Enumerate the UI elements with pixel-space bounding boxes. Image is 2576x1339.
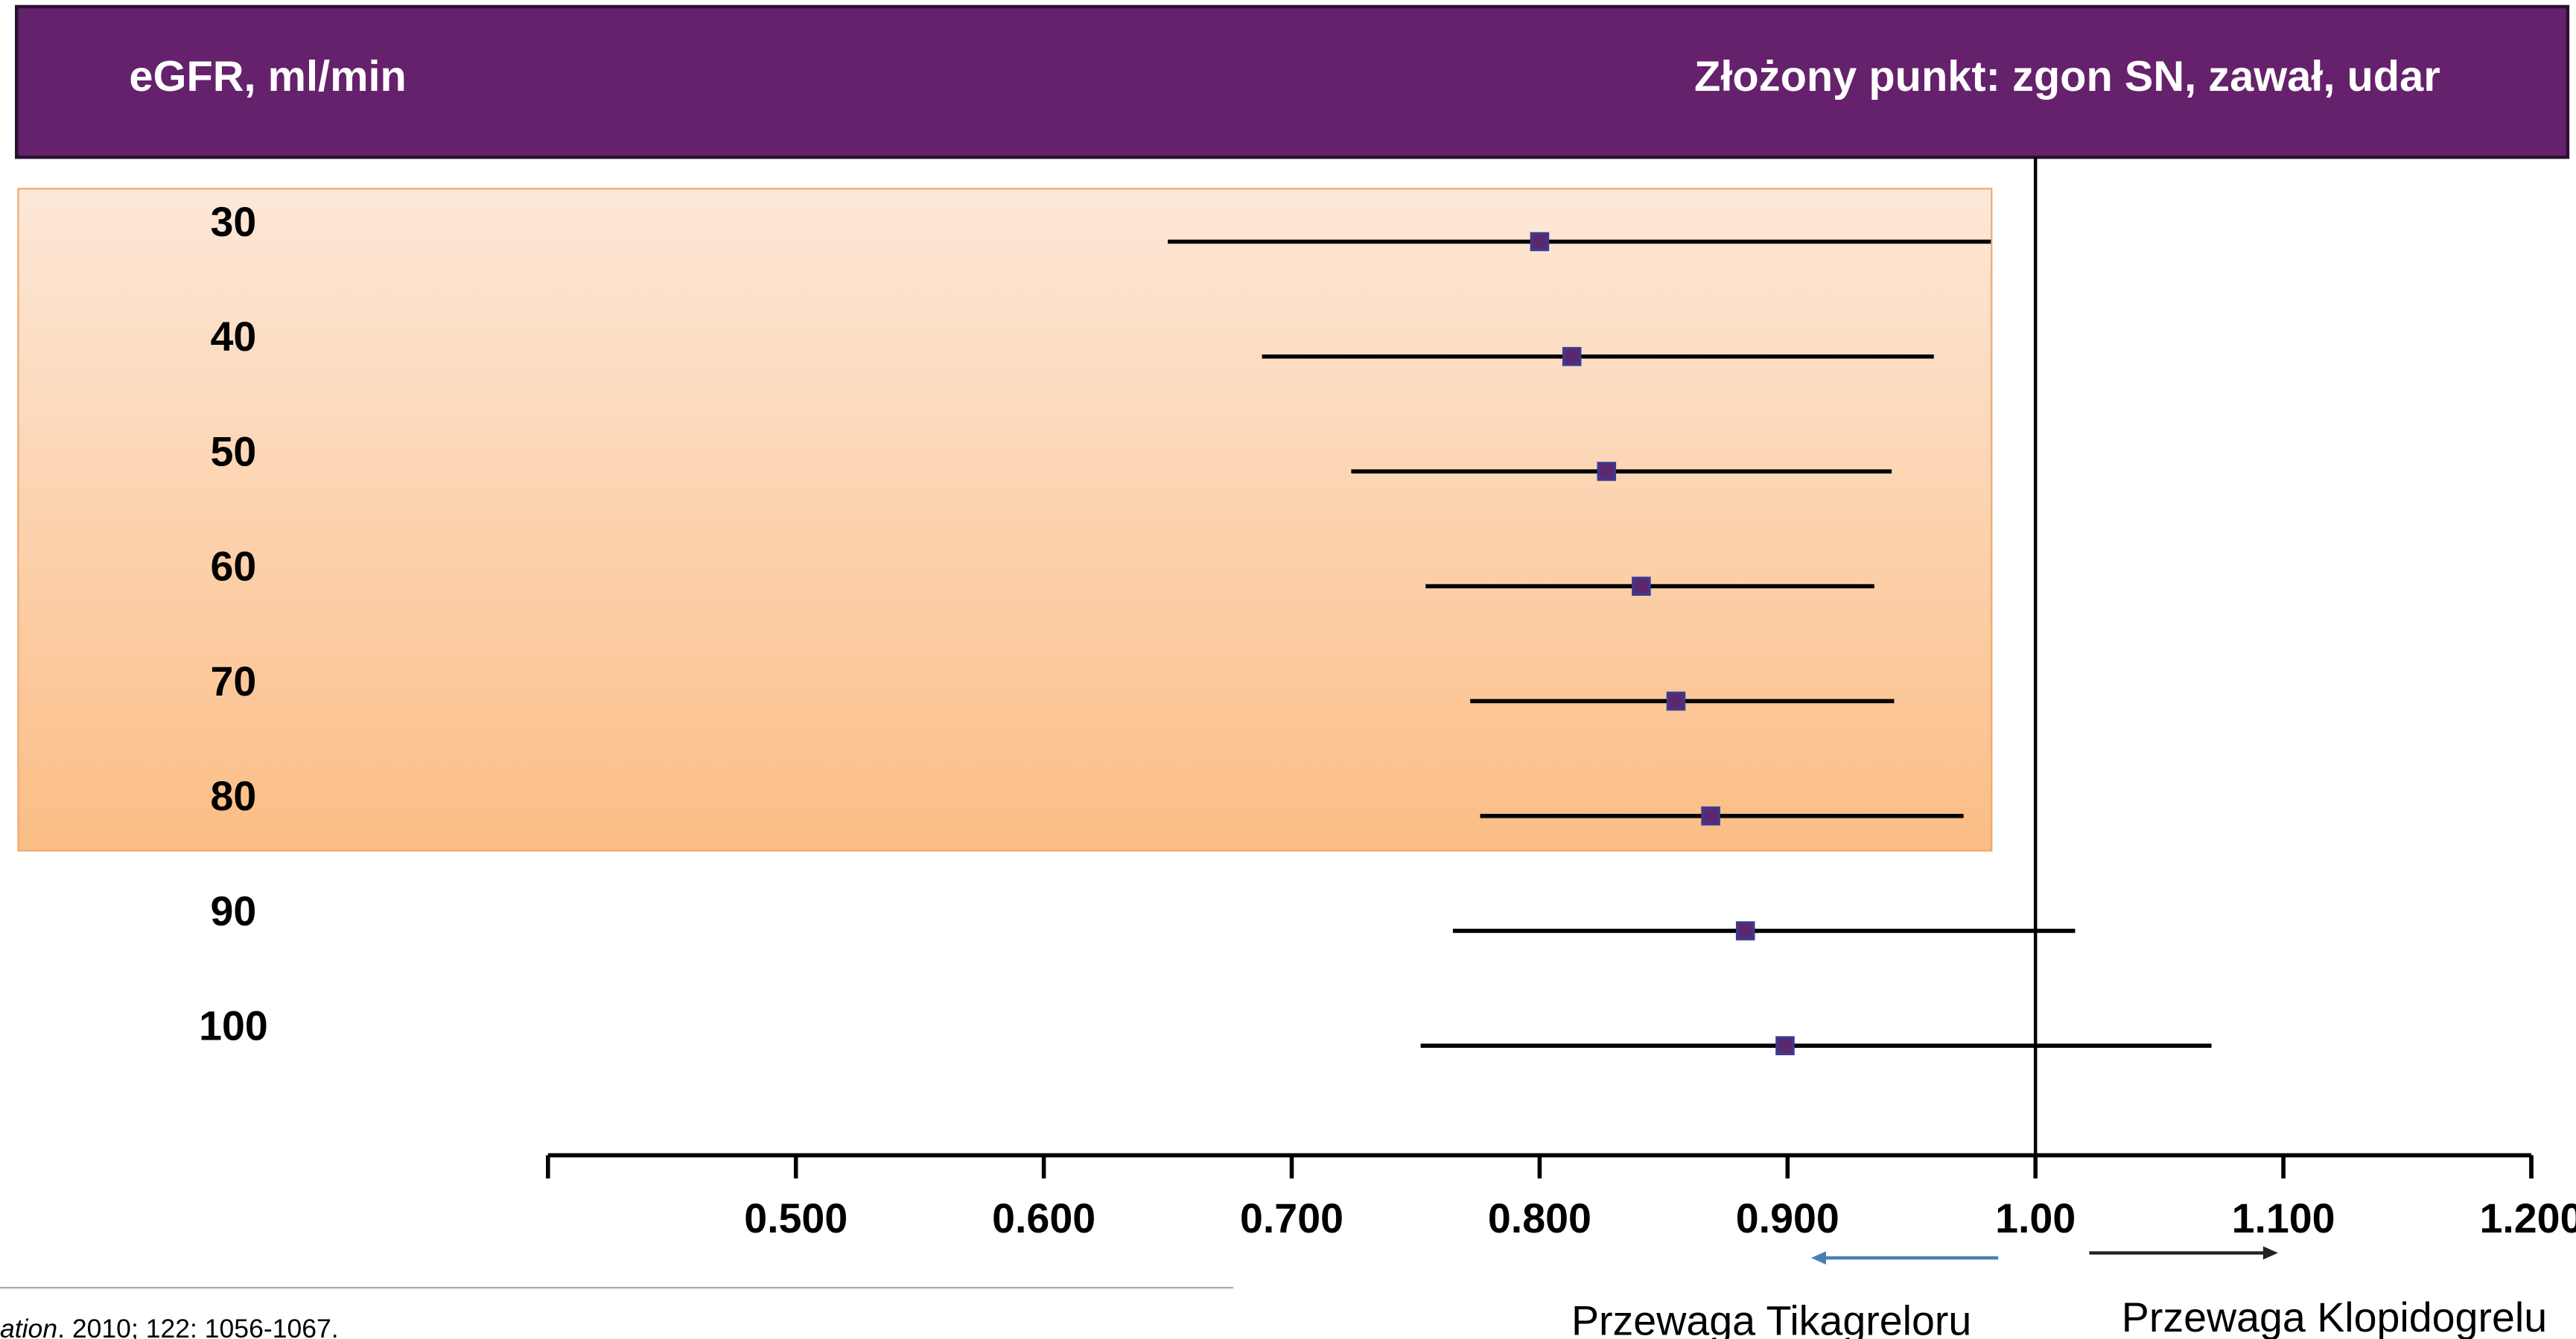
x-tick-label: 0.900 <box>1736 1195 1839 1241</box>
point-estimate <box>1632 576 1651 596</box>
category-label: 30 <box>211 199 257 245</box>
x-tick-label: 1.00 <box>1995 1195 2076 1241</box>
category-label: 70 <box>211 658 257 705</box>
x-tick-label: 0.600 <box>992 1195 1095 1241</box>
point-estimate <box>1775 1036 1795 1055</box>
citation: ation. 2010; 122: 1056-1067. <box>0 1314 339 1339</box>
plot: 0.500 0.600 0.700 0.800 0.900 1.00 1.100 1.200 3… <box>199 157 2576 1241</box>
category-label: 100 <box>199 1003 268 1049</box>
point-estimate <box>1562 346 1582 366</box>
x-tick-label: 1.100 <box>2232 1195 2335 1241</box>
category-label: 60 <box>211 544 257 590</box>
x-tick-label: 0.800 <box>1488 1195 1591 1241</box>
point-estimate <box>1735 921 1755 941</box>
header-bar <box>15 4 2570 159</box>
category-label: 90 <box>211 888 257 934</box>
point-estimate <box>1701 806 1720 826</box>
category-label: 40 <box>211 314 257 360</box>
arrow-right-head <box>2262 1246 2278 1260</box>
x-tick-label: 1.200 <box>2479 1195 2576 1241</box>
citation-journal: ation <box>0 1314 57 1339</box>
annotation-right: Przewaga Klopidogrelu <box>2122 1294 2547 1339</box>
annotation-left: Przewaga Tikagreloru <box>1571 1298 1971 1339</box>
x-tick-label: 0.500 <box>744 1195 847 1241</box>
header-left: eGFR, ml/min <box>129 53 406 101</box>
point-estimate <box>1666 691 1686 711</box>
citation-details: . 2010; 122: 1056-1067. <box>57 1314 339 1339</box>
point-estimate <box>1530 232 1550 252</box>
category-label: 50 <box>211 428 257 474</box>
highlight-box <box>17 188 1993 852</box>
category-label: 80 <box>211 773 257 819</box>
arrow-left-head <box>1810 1251 1826 1265</box>
point-estimate <box>1597 462 1617 481</box>
x-tick-label: 0.700 <box>1240 1195 1343 1241</box>
header-right: Złożony punkt: zgon SN, zawał, udar <box>1694 53 2440 101</box>
